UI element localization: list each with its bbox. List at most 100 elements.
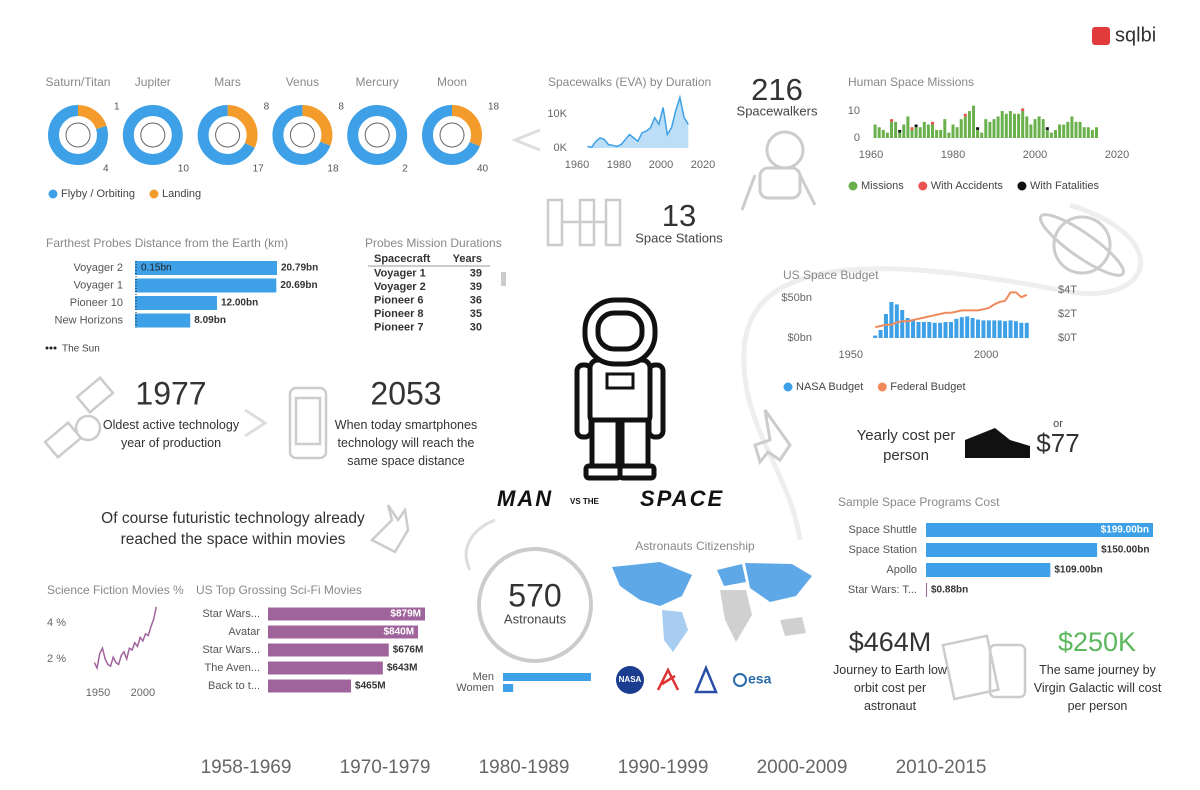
bar [898, 129, 902, 133]
bar [931, 121, 934, 125]
bar [1033, 119, 1037, 138]
kpi-label: Astronauts [504, 611, 567, 626]
table-cell: 39 [470, 281, 482, 293]
data-label: 12.00bn [221, 298, 258, 309]
bar [916, 322, 921, 338]
legend-label: With Accidents [931, 180, 1004, 192]
bar [881, 129, 885, 138]
donut-title: Moon [437, 75, 467, 89]
logo: sqlbi [1115, 24, 1156, 46]
bar [970, 318, 975, 338]
bar [984, 119, 988, 138]
bar [911, 320, 916, 338]
chart-title: US Top Grossing Sci-Fi Movies [196, 583, 362, 597]
bar [1095, 127, 1098, 138]
bar [954, 318, 959, 338]
bar [1025, 116, 1029, 138]
esa-icon [733, 673, 747, 687]
donut-title: Saturn/Titan [46, 75, 111, 89]
x-tick-label: 1980 [941, 149, 965, 161]
x-tick-label: 1950 [86, 687, 110, 699]
legend-marker [1017, 181, 1027, 191]
chart-title: US Space Budget [783, 268, 879, 282]
bar [996, 116, 1000, 138]
bar [135, 296, 217, 310]
bar [894, 121, 898, 138]
legend-label: Landing [162, 188, 201, 200]
data-label: 2 [402, 164, 408, 175]
bar [1058, 124, 1062, 138]
bar [902, 124, 906, 138]
data-label: 8 [338, 102, 344, 113]
data-label: $676M [393, 645, 424, 656]
planet-icon [364, 122, 390, 148]
timeline-item[interactable]: 1958-1969 [201, 757, 292, 778]
bar [927, 322, 932, 338]
nasa-logo [616, 666, 644, 694]
kpi-label: Oldest active technology year of product… [102, 418, 240, 450]
title-vs: VS THE [570, 497, 600, 506]
bar [1086, 127, 1090, 138]
y-tick-label: $2T [1058, 308, 1077, 320]
data-label: 8.09bn [194, 315, 226, 326]
agency-logo [656, 667, 680, 691]
y-tick-label: 0K [554, 142, 568, 154]
bar [1041, 119, 1045, 138]
y-tick-label: 4 % [47, 617, 66, 629]
timeline-item[interactable]: 2010-2015 [896, 757, 987, 778]
x-tick-label: 2000 [1023, 149, 1047, 161]
table-header: Years [453, 253, 482, 265]
bar [1074, 121, 1078, 138]
bar [926, 563, 1051, 577]
kpi-label: Journey to Earth low orbit cost per astr… [833, 663, 947, 713]
bar [877, 127, 881, 138]
data-label: 40 [477, 164, 489, 175]
bar [926, 124, 930, 138]
bar [943, 322, 948, 338]
bar [1070, 116, 1074, 138]
table-cell: Voyager 2 [374, 281, 426, 293]
category-label: Space Station [849, 544, 918, 556]
donut-title: Mercury [356, 75, 399, 89]
bar [268, 643, 389, 657]
bar [135, 313, 191, 328]
bar [900, 310, 905, 338]
bar [914, 127, 918, 138]
kpi-label: When today smartphones technology will r… [334, 418, 478, 468]
planet-icon [1038, 213, 1126, 277]
x-tick-label: 1980 [607, 159, 631, 171]
legend-marker [45, 346, 49, 350]
bar [939, 129, 943, 138]
table-cell: Pioneer 6 [374, 294, 424, 306]
data-label: $840M [383, 627, 414, 638]
bar [1078, 121, 1082, 138]
data-label: 20.69bn [280, 280, 317, 291]
bar [894, 304, 899, 338]
kpi-value: $464M [849, 627, 932, 657]
category-label: Space Shuttle [849, 524, 918, 536]
kpi-value: 1977 [135, 375, 206, 411]
timeline-item[interactable]: 1990-1999 [618, 757, 709, 778]
chart-title: Sample Space Programs Cost [838, 495, 1000, 509]
shoe-icon [965, 428, 1030, 458]
bar [1021, 108, 1025, 112]
bar [976, 319, 981, 338]
timeline-item[interactable]: 1980-1989 [479, 757, 570, 778]
y-tick-label: $0T [1058, 332, 1077, 344]
bar [910, 127, 914, 130]
bar [992, 320, 997, 338]
bar [1037, 116, 1041, 138]
bar [1008, 111, 1012, 138]
arrow [510, 128, 541, 152]
arrow [244, 408, 268, 438]
chart-title: Science Fiction Movies % [47, 583, 184, 597]
timeline-item[interactable]: 1970-1979 [340, 757, 431, 778]
planet-icon [65, 122, 91, 148]
category-label: Star Wars... [202, 644, 260, 656]
timeline-item[interactable]: 2000-2009 [757, 757, 848, 778]
bar [1003, 321, 1008, 338]
bar [959, 317, 964, 338]
table-cell: 36 [470, 294, 482, 306]
bar [959, 119, 963, 138]
